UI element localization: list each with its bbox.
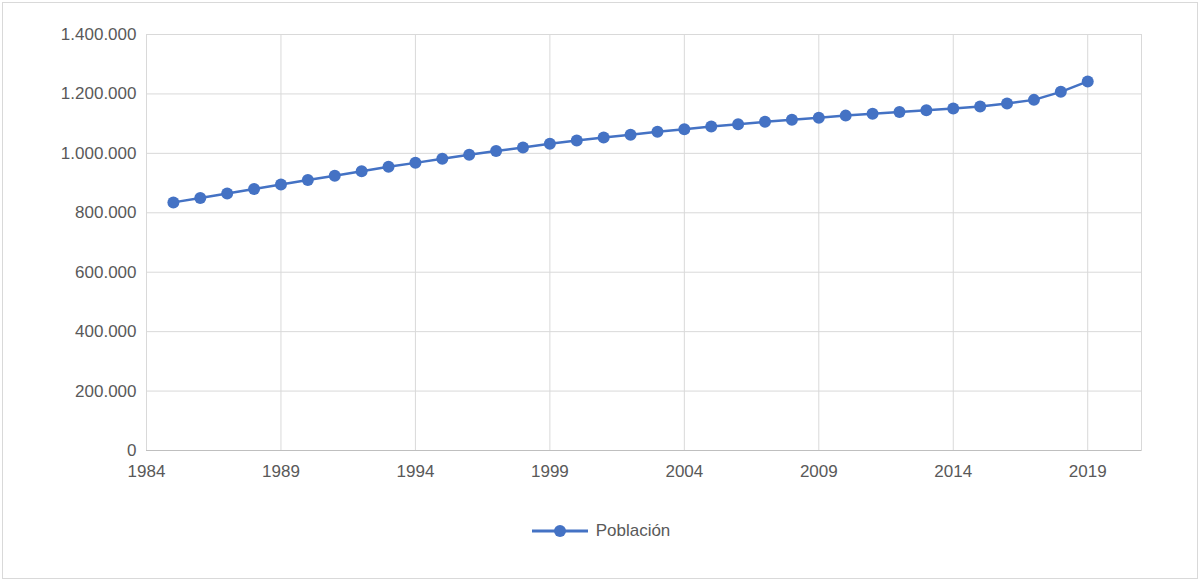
svg-text:1.400.000: 1.400.000	[61, 25, 137, 44]
svg-text:1984: 1984	[128, 462, 166, 481]
svg-text:600.000: 600.000	[75, 263, 136, 282]
svg-text:400.000: 400.000	[75, 322, 136, 341]
svg-text:200.000: 200.000	[75, 382, 136, 401]
svg-text:800.000: 800.000	[75, 203, 136, 222]
svg-text:1.000.000: 1.000.000	[61, 144, 137, 163]
svg-text:1.200.000: 1.200.000	[61, 84, 137, 103]
svg-text:0: 0	[127, 441, 136, 460]
html-text:Población: Población	[595, 521, 671, 540]
svg-text:2014: 2014	[934, 462, 972, 481]
svg-text:1994: 1994	[397, 462, 435, 481]
svg-text:2019: 2019	[1069, 462, 1107, 481]
svg-text:2004: 2004	[665, 462, 703, 481]
svg-text:2009: 2009	[800, 462, 838, 481]
svg-text:1999: 1999	[531, 462, 569, 481]
svg-text:1989: 1989	[262, 462, 300, 481]
